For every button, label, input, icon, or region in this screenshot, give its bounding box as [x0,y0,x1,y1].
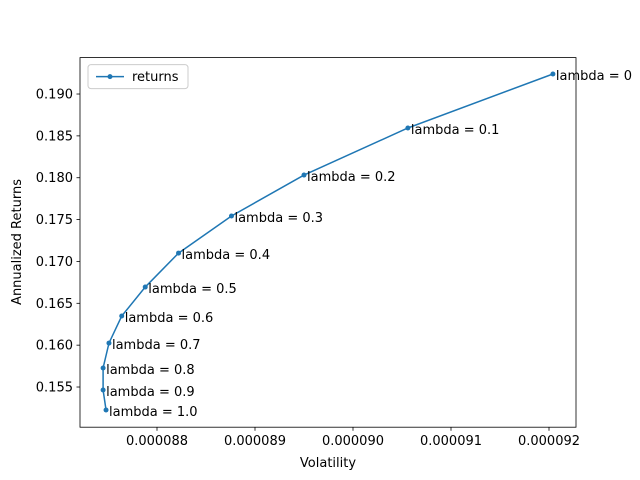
annotation: lambda = 0.3 [234,211,323,226]
annotation: lambda = 0.5 [148,282,237,297]
point [100,365,106,371]
x-tick-label: 0.000091 [420,434,482,449]
y-tick-label: 0.155 [36,381,73,396]
y-tick-label: 0.185 [36,129,73,144]
legend-box [87,64,189,90]
point [100,387,106,393]
annotation: lambda = 0.6 [125,311,214,326]
point [106,340,112,346]
annotation: lambda = 0.4 [182,248,271,263]
point [405,125,411,131]
y-tick-label: 0.170 [36,255,73,270]
x-tick-label: 0.000088 [126,434,188,449]
point [176,250,182,256]
y-tick-label: 0.165 [36,297,73,312]
x-tick-label: 0.000089 [224,434,286,449]
point [550,71,556,77]
y-tick-label: 0.160 [36,339,73,354]
y-tick-label: 0.180 [36,171,73,186]
x-axis-label: Volatility [300,456,356,471]
annotation: lambda = 0.1 [411,123,500,138]
annotation: lambda = 0 [556,69,632,84]
y-tick-label: 0.175 [36,213,73,228]
annotation: lambda = 0.7 [112,338,201,353]
annotation: lambda = 0.8 [106,363,195,378]
point [228,213,234,219]
annotation: lambda = 0.9 [106,385,195,400]
legend-label: returns [132,70,179,85]
x-tick-label: 0.000092 [518,434,580,449]
point [301,172,307,178]
point [103,407,109,413]
legend-marker [107,74,113,80]
y-tick-label: 0.190 [36,88,73,103]
annotation: lambda = 0.2 [307,170,396,185]
axes-frame [79,57,577,428]
x-tick-label: 0.000090 [322,434,384,449]
point [142,284,148,290]
point [119,313,125,319]
y-axis-label: Annualized Returns [10,179,25,305]
annotation: lambda = 1.0 [109,405,198,420]
